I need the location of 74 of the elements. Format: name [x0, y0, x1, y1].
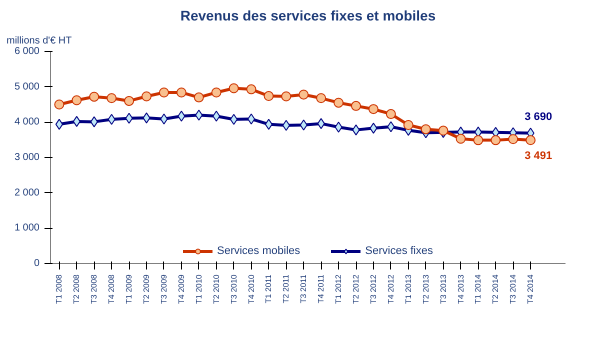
data-label: 3 491	[524, 150, 552, 162]
point	[246, 84, 256, 94]
x-tick-label: T4 2013	[456, 274, 466, 304]
x-tick-label: T1 2014	[474, 274, 483, 304]
x-tick-label: T1 2012	[334, 274, 344, 304]
point	[334, 98, 344, 108]
point	[282, 120, 290, 131]
point	[176, 87, 186, 98]
x-tick-label: T3 2012	[368, 274, 378, 304]
x-tick-label: T4 2010	[246, 274, 256, 304]
point	[298, 90, 309, 100]
x-tick-label: T3 2011	[299, 274, 308, 304]
legend-label: Services mobiles	[217, 245, 300, 257]
legend-label: Services fixes	[365, 245, 433, 257]
x-tick-label: T2 2008	[72, 274, 82, 304]
point	[124, 96, 134, 106]
x-tick-label: T3 2013	[438, 274, 448, 304]
x-tick-label: T1 2010	[194, 274, 204, 304]
x-tick-label: T2 2009	[142, 274, 152, 304]
x-tick-label: T4 2011	[316, 274, 326, 304]
point	[247, 113, 256, 124]
x-tick-label: T3 2014	[508, 274, 518, 304]
point	[526, 135, 536, 146]
point	[264, 91, 274, 102]
x-tick-label: T4 2012	[386, 274, 396, 304]
point	[54, 100, 64, 110]
point	[55, 118, 64, 130]
x-tick-label: T2 2011	[282, 274, 291, 304]
point	[142, 91, 152, 102]
point	[420, 124, 431, 134]
x-tick-label: T3 2008	[90, 274, 99, 304]
x-tick-label: T1 2011	[264, 274, 274, 304]
point	[368, 104, 378, 114]
y-tick-label: 5 000	[14, 81, 40, 92]
y-axis-title: millions d'€ HT	[6, 36, 72, 46]
x-tick-label: T4 2014	[526, 274, 536, 304]
x-tick-label: T2 2013	[421, 274, 430, 304]
x-tick-label: T3 2009	[159, 274, 168, 304]
point	[490, 135, 501, 146]
y-tick-label: 1 000	[14, 222, 40, 234]
point	[72, 95, 82, 106]
y-tick-label: 2 000	[14, 187, 40, 198]
point	[211, 87, 222, 98]
point	[316, 93, 326, 104]
chart-title: Revenus des services fixes et mobiles	[180, 8, 436, 24]
point	[89, 92, 100, 102]
x-tick-label: T2 2012	[352, 274, 361, 304]
y-tick-label: 0	[34, 258, 40, 269]
point	[386, 109, 396, 120]
point	[72, 116, 81, 127]
y-tick-label: 3 000	[14, 152, 40, 163]
x-tick-label: T1 2009	[124, 274, 134, 304]
point	[264, 118, 273, 130]
x-tick-label: T1 2008	[54, 274, 64, 304]
y-tick-label: 4 000	[14, 116, 40, 128]
x-tick-label: T3 2010	[229, 274, 238, 304]
x-tick-label: T4 2008	[107, 274, 116, 304]
y-tick-label: 6 000	[14, 46, 40, 57]
point	[473, 135, 484, 146]
point	[351, 100, 362, 111]
x-tick-label: T4 2009	[176, 274, 186, 304]
point	[106, 93, 117, 104]
point	[456, 134, 466, 144]
point	[158, 87, 169, 98]
point	[403, 120, 414, 130]
point	[508, 134, 518, 144]
point	[228, 83, 239, 94]
x-tick-label: T2 2014	[491, 274, 500, 304]
point	[281, 91, 292, 102]
point	[230, 114, 238, 125]
x-tick-label: T1 2013	[404, 274, 413, 304]
point	[194, 92, 204, 102]
x-tick-label: T2 2010	[212, 274, 221, 304]
data-label: 3 690	[524, 111, 552, 124]
